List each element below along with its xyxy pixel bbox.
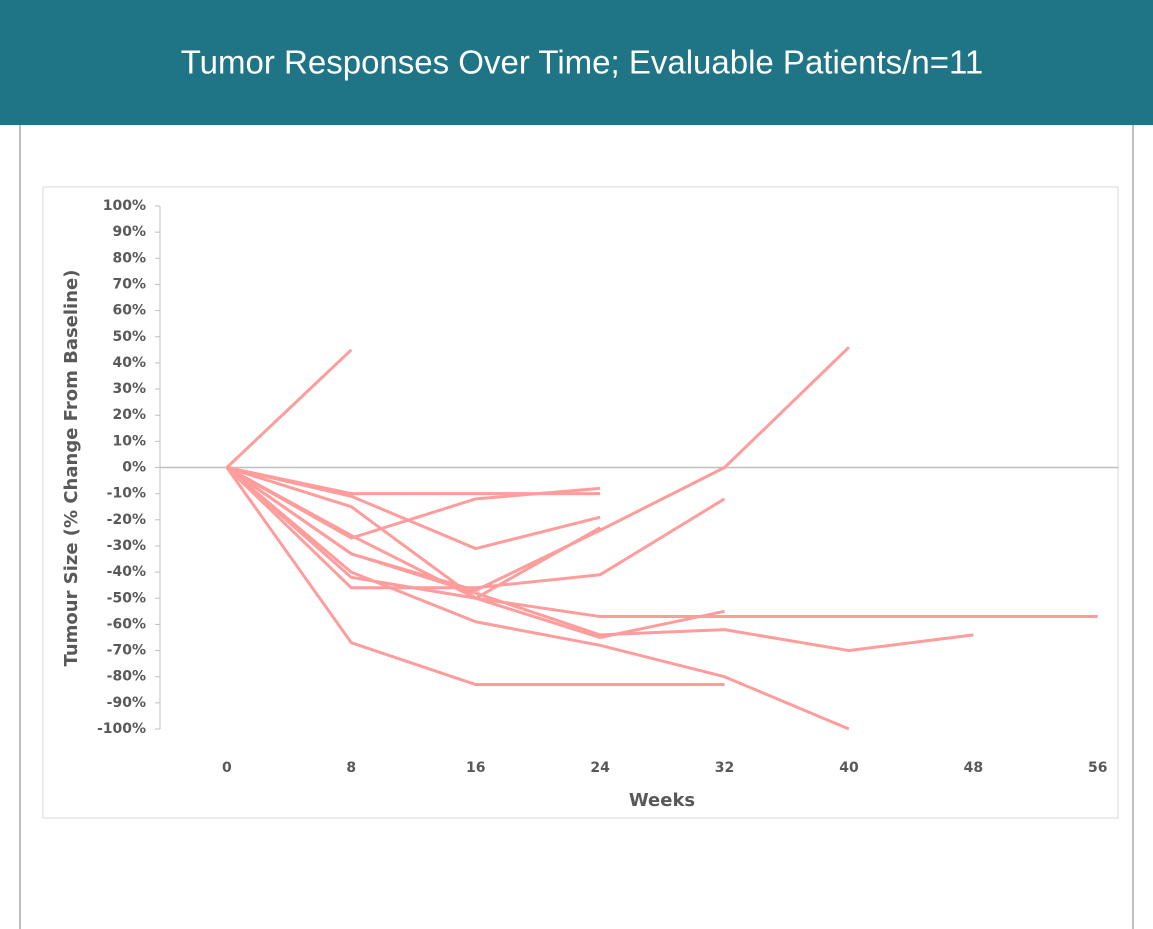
x-tick-label: 32 (715, 760, 734, 776)
y-axis-title: Tumour Size (% Change From Baseline) (61, 270, 82, 667)
chart-frame (42, 186, 1119, 819)
x-tick-label: 8 (346, 760, 356, 776)
x-tick-label: 56 (1088, 760, 1107, 776)
series-line (225, 466, 850, 731)
series-line (225, 466, 725, 687)
series-line (225, 348, 353, 469)
y-tick-label: 0% (122, 460, 146, 476)
y-tick-label: 50% (112, 329, 146, 345)
series-line (225, 466, 726, 590)
y-tick-label: -40% (107, 564, 146, 580)
y-tick-label: 70% (112, 276, 146, 292)
y-tick-label: 100% (103, 198, 146, 214)
slide-title: Tumor Responses Over Time; Evaluable Pat… (181, 44, 983, 81)
series-line (226, 466, 601, 551)
y-tick-label: -70% (107, 643, 146, 659)
series-line (226, 466, 1098, 619)
y-tick-label: -90% (107, 695, 146, 711)
x-tick-label: 48 (964, 760, 983, 776)
y-tick-label: -10% (107, 486, 146, 502)
y-tick-label: -20% (107, 512, 146, 528)
y-tick-label: 30% (112, 381, 146, 397)
x-tick-label: 16 (466, 760, 485, 776)
series-line (226, 466, 974, 653)
y-tick-label: -30% (107, 538, 146, 554)
y-tick-label: 90% (112, 224, 146, 240)
y-tick-label: 40% (112, 355, 146, 371)
y-tick-label: -60% (107, 616, 146, 632)
header-band (0, 0, 1153, 125)
series-line (226, 466, 601, 600)
y-tick-label: 10% (112, 433, 146, 449)
x-tick-label: 40 (839, 760, 859, 776)
y-tick-label: -100% (97, 721, 146, 737)
x-tick-label: 0 (222, 760, 232, 776)
y-tick-label: 60% (112, 303, 146, 319)
y-tick-label: 80% (112, 250, 146, 266)
x-axis-title: Weeks (629, 790, 695, 811)
x-tick-label: 24 (590, 760, 610, 776)
y-tick-label: 20% (112, 407, 146, 423)
y-tick-label: -80% (107, 669, 146, 685)
y-tick-label: -50% (107, 590, 146, 606)
